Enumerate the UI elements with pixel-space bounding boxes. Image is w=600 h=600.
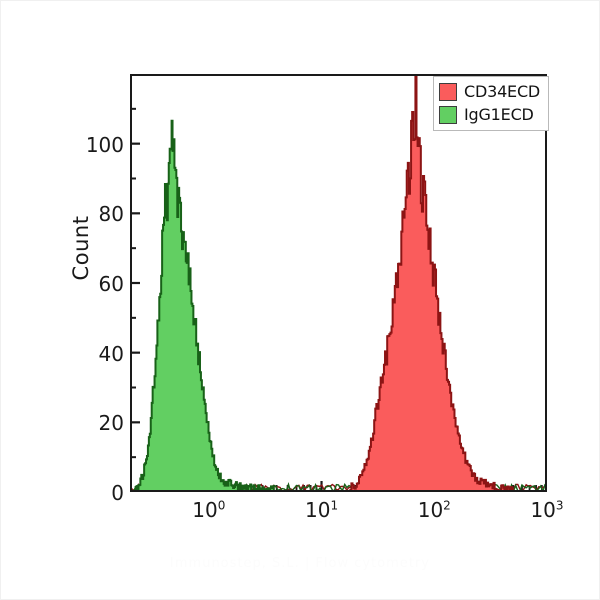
legend-item-label: CD34ECD — [464, 82, 541, 101]
legend-item-igg1ecd[interactable]: IgG1ECD — [439, 104, 540, 125]
y-tick-label: 0 — [111, 481, 124, 505]
y-tick-label: 80 — [98, 202, 124, 227]
plot-area — [130, 74, 547, 492]
legend-item-label: IgG1ECD — [464, 105, 534, 124]
x-axis-tick-labels: 100 101 102 103 — [130, 498, 563, 532]
x-tick-label: 103 — [530, 498, 564, 522]
legend-swatch-icon — [439, 82, 457, 101]
y-tick-label: 100 — [85, 132, 124, 157]
y-axis-tick-labels: 0 20 40 60 80 100 — [72, 74, 124, 505]
y-tick-label: 60 — [98, 272, 124, 296]
watermark: Immunostep, S.L. | Flow cytometry — [170, 556, 430, 571]
plot-frame — [130, 74, 547, 492]
histogram-trace-cd34ecd — [349, 74, 515, 492]
x-tick-label: 101 — [304, 498, 339, 522]
legend-swatch-icon — [439, 105, 457, 124]
histogram-canvas — [130, 74, 547, 492]
y-tick-label: 40 — [98, 341, 124, 366]
x-tick-label: 102 — [417, 498, 451, 522]
y-tick-label: 20 — [98, 411, 124, 436]
legend-item-cd34ecd[interactable]: CD34ECD — [439, 81, 540, 102]
legend[interactable]: CD34ECD IgG1ECD — [433, 76, 550, 131]
x-tick-label: 100 — [192, 498, 226, 522]
